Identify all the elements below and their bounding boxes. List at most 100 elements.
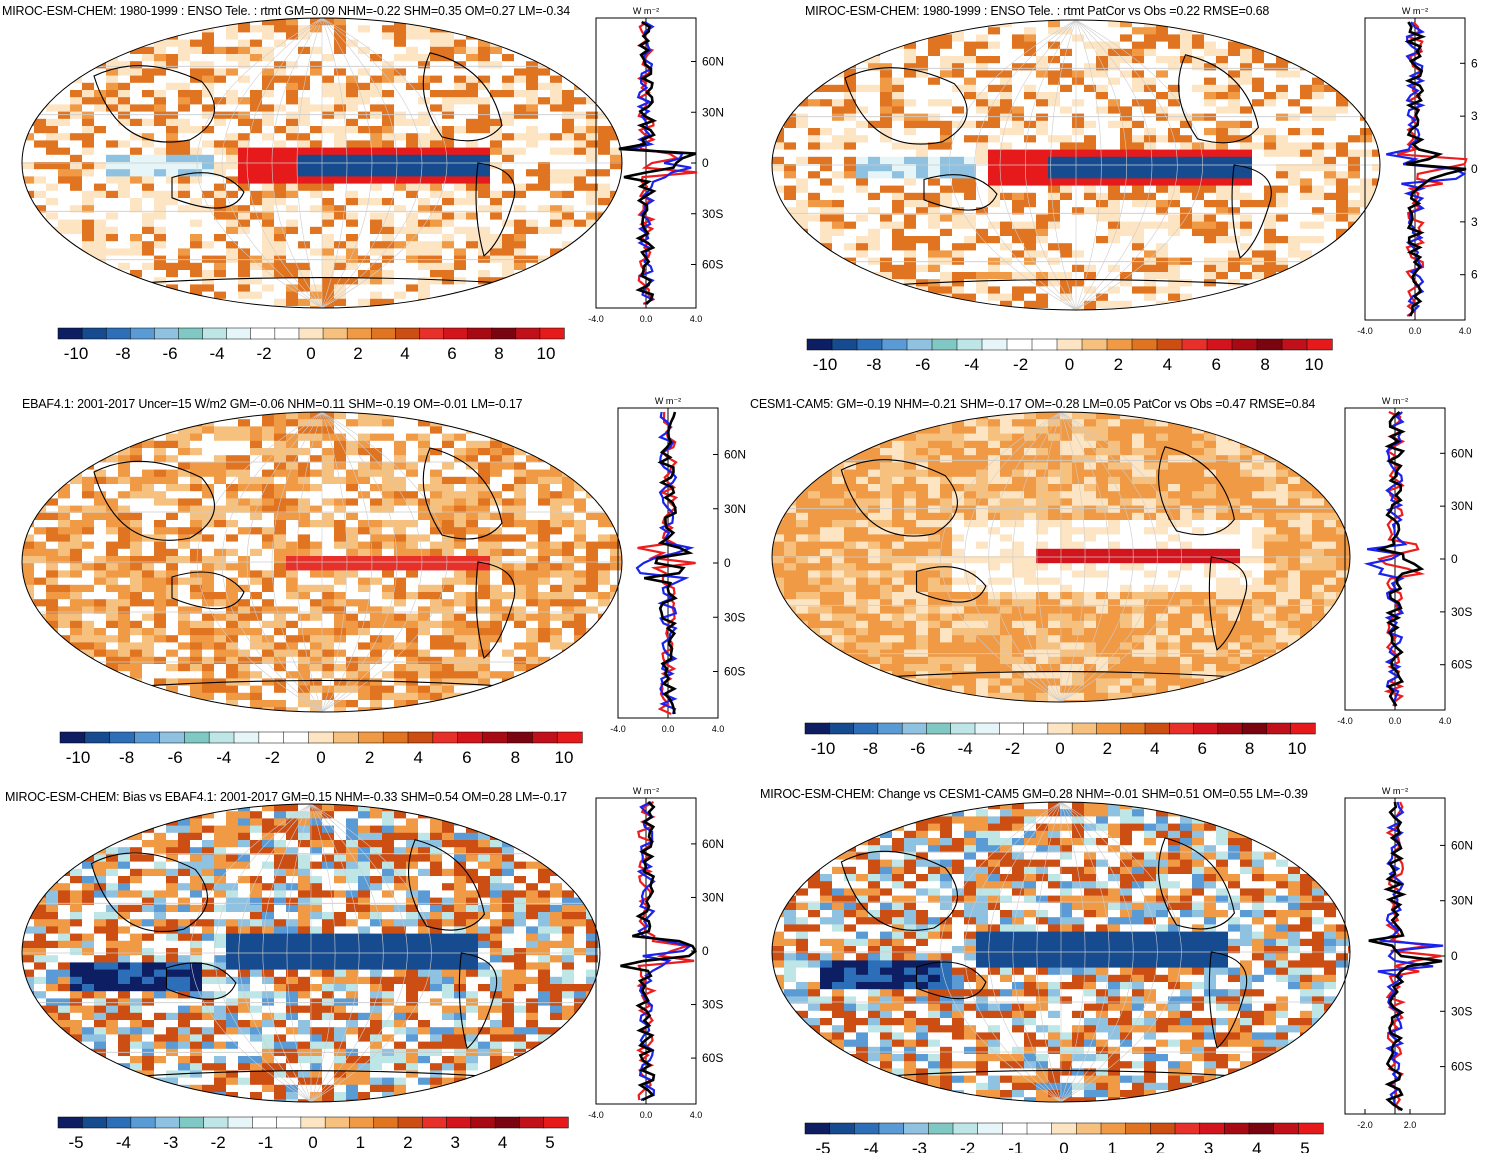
colorbar-swatch (467, 327, 493, 340)
colorbar-swatch (903, 1122, 929, 1135)
colorbar-tick-label: 6 (462, 748, 471, 767)
zonal-mean-profile: W m⁻² 6 3 0 3 6 -4.0 0.0 4.0 (1357, 6, 1478, 336)
profile-y-tick-label: 60S (1451, 658, 1472, 672)
profile-x-tick-label: -4.0 (1337, 716, 1353, 726)
colorbar-swatch (806, 338, 833, 351)
colorbar-swatch (226, 327, 252, 340)
colorbar-tick-label: 2 (1156, 1139, 1165, 1153)
panel-change-vs-cesm: MIROC-ESM-CHEM: Change vs CESM1-CAM5 GM=… (745, 780, 1489, 1153)
colorbar-tick-label: -8 (866, 355, 881, 374)
map-field (772, 412, 1350, 702)
colorbar-swatch (1256, 338, 1283, 351)
colorbar-swatch (1306, 338, 1333, 351)
profile-x-tick-label: 4.0 (690, 314, 703, 324)
colorbar-swatch (300, 1116, 326, 1129)
profile-x-tick-label: 0.0 (662, 724, 675, 734)
colorbar-tick-label: 4 (1252, 1139, 1261, 1153)
profile-y-tick-label: 0 (702, 156, 709, 170)
colorbar-tick-label: -4 (964, 355, 979, 374)
colorbar-swatch (1144, 722, 1170, 735)
colorbar-tick-label: -10 (64, 344, 89, 363)
zonal-mean-profile: W m⁻² 60N 30N 0 30S 60S -2.0 2.0 (1344, 786, 1473, 1130)
colorbar-swatch (1206, 338, 1233, 351)
colorbar-swatch (227, 1116, 253, 1129)
panel-graphics: W m⁻² 60N 30N 0 30S 60S -4.0 0.0 4.0 -10 -8 -6 -4 -2 0… (21, 6, 724, 363)
colorbar-swatch (854, 1122, 880, 1135)
colorbar: -10 -8 -6 -4 -2 0 2 4 6 8 10 (804, 722, 1316, 758)
colorbar-swatch (59, 731, 86, 744)
colorbar-swatch (298, 327, 324, 340)
colorbar-tick-label: 4 (413, 748, 422, 767)
colorbar-swatch (470, 1116, 496, 1129)
colorbar-swatch (250, 327, 276, 340)
colorbar-swatch (952, 1122, 979, 1135)
colorbar-swatch (804, 1122, 831, 1135)
map-border (21, 803, 601, 1103)
colorbar-swatch (258, 731, 285, 744)
colorbar-tick-label: -6 (162, 344, 177, 363)
colorbar-tick-label: -3 (912, 1139, 927, 1153)
panel-cesm-reference: CESM1-CAM5: GM=-0.19 NHM=-0.21 SHM=-0.17… (745, 390, 1489, 770)
colorbar-swatch (1100, 1122, 1127, 1135)
profile-y-tick-label: 30S (1451, 605, 1472, 619)
panel-model-enso-patcor: MIROC-ESM-CHEM: 1980-1999 : ENSO Tele. :… (745, 0, 1489, 380)
colorbar-swatch (419, 327, 445, 340)
colorbar-swatch (1071, 722, 1098, 735)
colorbar-tick-label: 0 (316, 748, 325, 767)
colorbar-tick-label: -2 (211, 1133, 226, 1152)
profile-line-blue (635, 411, 695, 715)
profile-y-tick-label: 30N (702, 890, 724, 904)
colorbar-tick-label: -10 (66, 748, 91, 767)
colorbar-swatch (134, 731, 161, 744)
colorbar-swatch (1298, 1122, 1324, 1135)
colorbar-swatch (252, 1116, 278, 1129)
profile-line-black (618, 20, 696, 305)
profile-y-tick-label: 30S (1451, 1004, 1472, 1018)
colorbar-tick-label: -8 (115, 344, 130, 363)
colorbar-tick-label: -2 (1005, 739, 1020, 758)
colorbar-swatch (283, 731, 310, 744)
map-field (22, 412, 622, 712)
profile-x-tick-label: 4.0 (1459, 326, 1472, 336)
colorbar-swatch (1150, 1122, 1176, 1135)
zonal-mean-profile: W m⁻² 60N 30N 0 30S 60S -4.0 0.0 4.0 (588, 786, 724, 1120)
colorbar-tick-label: 0 (1065, 355, 1074, 374)
colorbar-tick-label: -10 (813, 355, 838, 374)
panel-bias-vs-ebaf: MIROC-ESM-CHEM: Bias vs EBAF4.1: 2001-20… (0, 780, 740, 1153)
colorbar-swatch (1290, 722, 1316, 735)
colorbar-swatch (1224, 1122, 1250, 1135)
colorbar-tick-label: -5 (68, 1133, 83, 1152)
colorbar-swatch (928, 1122, 954, 1135)
colorbar-swatch (184, 731, 210, 744)
colorbar-tick-label: 1 (1107, 1139, 1116, 1153)
colorbar-tick-label: 6 (447, 344, 456, 363)
profile-y-tick-label: 0 (1451, 552, 1458, 566)
colorbar-swatch (532, 731, 558, 744)
colorbar-tick-label: -5 (815, 1139, 830, 1153)
profile-x-tick-label: -4.0 (588, 1110, 604, 1120)
colorbar-swatch (1174, 1122, 1201, 1135)
colorbar-tick-label: 3 (450, 1133, 459, 1152)
colorbar-swatch (977, 1122, 1003, 1135)
colorbar-swatch (457, 731, 484, 744)
colorbar-swatch (106, 1116, 132, 1129)
profile-y-tick-label: 30S (702, 207, 723, 221)
profile-y-tick-label: 30S (724, 610, 745, 624)
colorbar-swatch (1231, 338, 1258, 351)
colorbar-swatch (346, 327, 372, 340)
colorbar-tick-label: -2 (1013, 355, 1028, 374)
colorbar-swatch (974, 722, 1000, 735)
profile-y-tick-label: 6 (1471, 56, 1478, 70)
panel-model-enso: MIROC-ESM-CHEM: 1980-1999 : ENSO Tele. :… (0, 0, 740, 380)
zonal-mean-profile: W m⁻² 60N 30N 0 30S 60S -4.0 0.0 4.0 (610, 396, 746, 734)
panel-title: CESM1-CAM5: GM=-0.19 NHM=-0.21 SHM=-0.17… (750, 397, 1316, 411)
colorbar-tick-label: 0 (1055, 739, 1064, 758)
zonal-mean-profile: W m⁻² 60N 30N 0 30S 60S -4.0 0.0 4.0 (1337, 396, 1473, 726)
colorbar-tick-label: -1 (1008, 1139, 1023, 1153)
colorbar-swatch (130, 1116, 156, 1129)
colorbar-swatch (1023, 722, 1049, 735)
profile-y-tick-label: 6 (1471, 268, 1478, 282)
profile-x-tick-label: 2.0 (1404, 1120, 1417, 1130)
colorbar-tick-label: 4 (1163, 355, 1172, 374)
profile-x-tick-label: 0.0 (1409, 326, 1422, 336)
